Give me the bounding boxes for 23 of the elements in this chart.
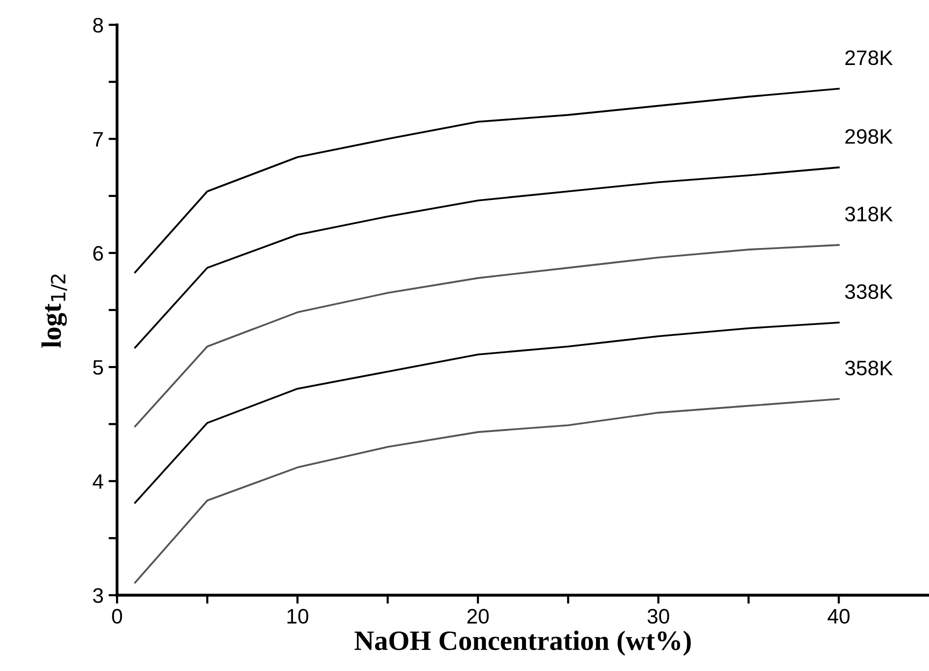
line-series — [134, 244, 840, 428]
line-series — [134, 88, 840, 274]
series-label: 318K — [845, 206, 893, 222]
x-tick-label: 30 — [648, 608, 670, 624]
line-series — [134, 398, 840, 584]
y-tick-label: 7 — [93, 132, 103, 146]
line-series — [134, 166, 840, 349]
x-axis-title: NaOH Concentration (wt%) — [354, 630, 691, 656]
line-series — [134, 322, 840, 504]
y-tick-label: 4 — [92, 474, 104, 489]
series-label: 338K — [845, 284, 893, 299]
series-label: 298K — [845, 129, 893, 144]
y-tick-label: 8 — [93, 18, 103, 33]
x-tick-label: 20 — [467, 608, 489, 624]
series-label: 278K — [845, 50, 893, 66]
x-tick-label: 40 — [828, 608, 850, 624]
y-tick-label: 5 — [93, 360, 103, 375]
series-label: 358K — [845, 360, 893, 376]
y-axis-title: logt$_{1/2}$ — [41, 274, 68, 348]
y-tick-label: 3 — [93, 588, 103, 603]
x-tick-label: 0 — [112, 608, 122, 624]
x-tick-label: 10 — [287, 608, 308, 624]
y-tick-label: 6 — [93, 246, 103, 261]
